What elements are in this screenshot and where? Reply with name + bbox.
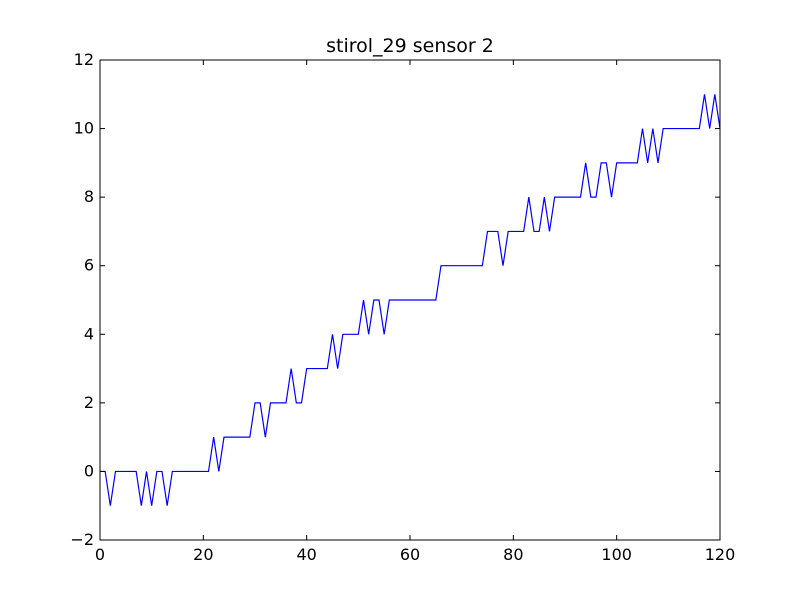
x-tick-label: 120	[705, 545, 736, 564]
y-tick-label: −2	[70, 530, 94, 549]
y-tick-label: 12	[74, 50, 94, 69]
y-tick-label: 2	[84, 393, 94, 412]
x-tick-label: 60	[400, 545, 420, 564]
chart-title: stirol_29 sensor 2	[326, 35, 494, 57]
x-tick-label: 80	[503, 545, 523, 564]
x-tick-label: 40	[296, 545, 316, 564]
x-tick-label: 100	[601, 545, 632, 564]
y-tick-label: 4	[84, 324, 94, 343]
y-tick-label: 0	[84, 461, 94, 480]
series-line-0	[100, 94, 721, 506]
x-tick-label: 0	[95, 545, 105, 564]
y-tick-label: 8	[84, 187, 94, 206]
x-tick-label: 20	[193, 545, 213, 564]
y-tick-label: 6	[84, 256, 94, 275]
plot-area	[100, 94, 721, 506]
y-tick-label: 10	[74, 119, 94, 138]
